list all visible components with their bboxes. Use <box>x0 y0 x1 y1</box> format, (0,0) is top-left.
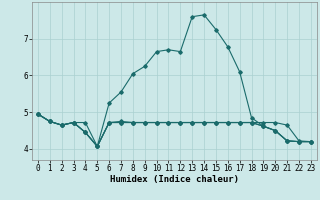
X-axis label: Humidex (Indice chaleur): Humidex (Indice chaleur) <box>110 175 239 184</box>
